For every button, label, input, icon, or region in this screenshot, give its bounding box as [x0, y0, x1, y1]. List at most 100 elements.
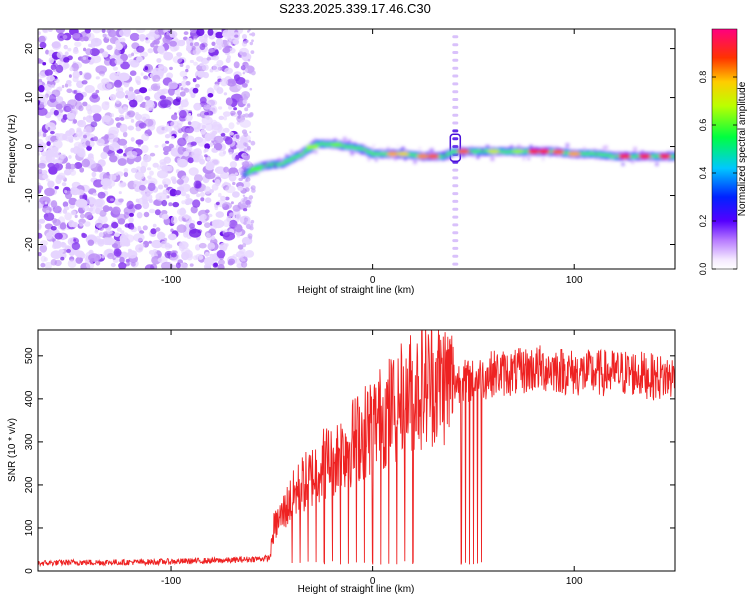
noise-blob	[74, 162, 83, 169]
noise-blob	[112, 66, 118, 71]
noise-blob	[139, 243, 145, 249]
noise-blob	[92, 113, 102, 122]
noise-blob	[81, 80, 88, 85]
noise-blob	[250, 50, 255, 54]
noise-blob	[60, 242, 67, 248]
colorbar-gradient	[711, 28, 738, 270]
noise-blob	[129, 60, 140, 68]
noise-blob	[97, 191, 106, 199]
noise-blob	[38, 85, 45, 93]
burst-dash	[452, 262, 459, 266]
noise-blob	[205, 197, 212, 203]
noise-blob	[154, 29, 162, 35]
noise-blob	[190, 206, 198, 214]
noise-blob	[44, 69, 53, 77]
noise-blob	[196, 220, 202, 226]
noise-blob	[57, 159, 63, 164]
figure-title: S233.2025.339.17.46.C30	[279, 1, 431, 16]
noise-blob	[126, 200, 134, 210]
noise-blob	[178, 241, 189, 250]
noise-blob	[170, 216, 178, 225]
noise-blob	[222, 111, 231, 117]
noise-blob	[57, 32, 66, 41]
noise-blob	[76, 148, 86, 158]
noise-blob	[39, 196, 51, 205]
noise-blob	[220, 195, 226, 201]
noise-blob	[117, 158, 127, 166]
noise-blob	[68, 155, 72, 159]
noise-blob	[110, 262, 116, 268]
noise-blob	[199, 158, 206, 165]
noise-blob	[129, 32, 140, 42]
noise-blob	[144, 264, 155, 269]
noise-blob	[244, 107, 249, 112]
noise-blob	[53, 109, 59, 116]
noise-blob	[102, 33, 107, 38]
noise-blob	[204, 251, 210, 257]
noise-blob	[202, 214, 207, 220]
noise-blob	[38, 252, 42, 257]
snr-x-ticks: -100 0 100	[161, 330, 583, 587]
noise-blob	[46, 178, 50, 182]
noise-blob	[195, 83, 200, 88]
noise-blob	[88, 253, 101, 263]
noise-blob	[172, 55, 183, 64]
x-tick-label: 0	[370, 275, 376, 286]
noise-blob	[211, 41, 216, 46]
noise-blob	[87, 239, 95, 246]
noise-blob	[161, 213, 169, 220]
noise-blob	[242, 72, 245, 75]
ridge-fuzz	[314, 150, 318, 154]
noise-blob	[71, 105, 75, 109]
noise-blob	[216, 87, 224, 94]
noise-blob	[247, 30, 250, 33]
ridge-fuzz	[397, 145, 399, 147]
noise-blob	[72, 119, 78, 124]
noise-blob	[217, 264, 225, 269]
noise-blob	[212, 55, 220, 61]
noise-blob	[200, 129, 206, 135]
noise-blob	[82, 116, 87, 121]
noise-blob	[134, 203, 142, 210]
noise-blob	[220, 78, 229, 87]
noise-blob	[203, 263, 212, 269]
noise-blob	[72, 70, 80, 79]
y-tick-label: 500	[24, 347, 35, 364]
noise-blob	[213, 257, 218, 262]
noise-blob	[203, 104, 211, 110]
noise-blob	[101, 29, 106, 33]
noise-blob	[193, 35, 198, 40]
burst-dash	[452, 223, 459, 227]
spectrogram-noise	[38, 29, 256, 269]
noise-blob	[148, 240, 152, 244]
noise-blob	[135, 113, 142, 121]
noise-blob	[62, 62, 70, 69]
noise-blob	[101, 237, 113, 246]
noise-blob	[241, 202, 247, 208]
noise-blob	[95, 207, 101, 215]
noise-blob	[176, 224, 187, 233]
noise-blob	[176, 93, 181, 98]
noise-blob	[123, 168, 129, 173]
noise-blob	[131, 262, 136, 267]
noise-blob	[45, 49, 50, 55]
noise-blob	[242, 34, 247, 40]
noise-blob	[138, 34, 146, 40]
noise-blob	[55, 176, 62, 185]
noise-blob	[38, 185, 44, 191]
noise-blob	[200, 197, 205, 202]
noise-blob	[241, 152, 247, 158]
ridge-fuzz	[243, 170, 248, 175]
noise-blob	[152, 162, 159, 168]
noise-blob	[143, 199, 148, 205]
noise-blob	[122, 131, 128, 138]
noise-blob	[247, 204, 251, 208]
colorbar-ticks: 0.0 0.2 0.4 0.6 0.8	[698, 71, 737, 275]
noise-blob	[247, 103, 251, 107]
noise-blob	[185, 81, 191, 86]
ridge-peak	[527, 149, 540, 154]
noise-blob	[64, 212, 72, 221]
noise-blob	[196, 70, 206, 78]
